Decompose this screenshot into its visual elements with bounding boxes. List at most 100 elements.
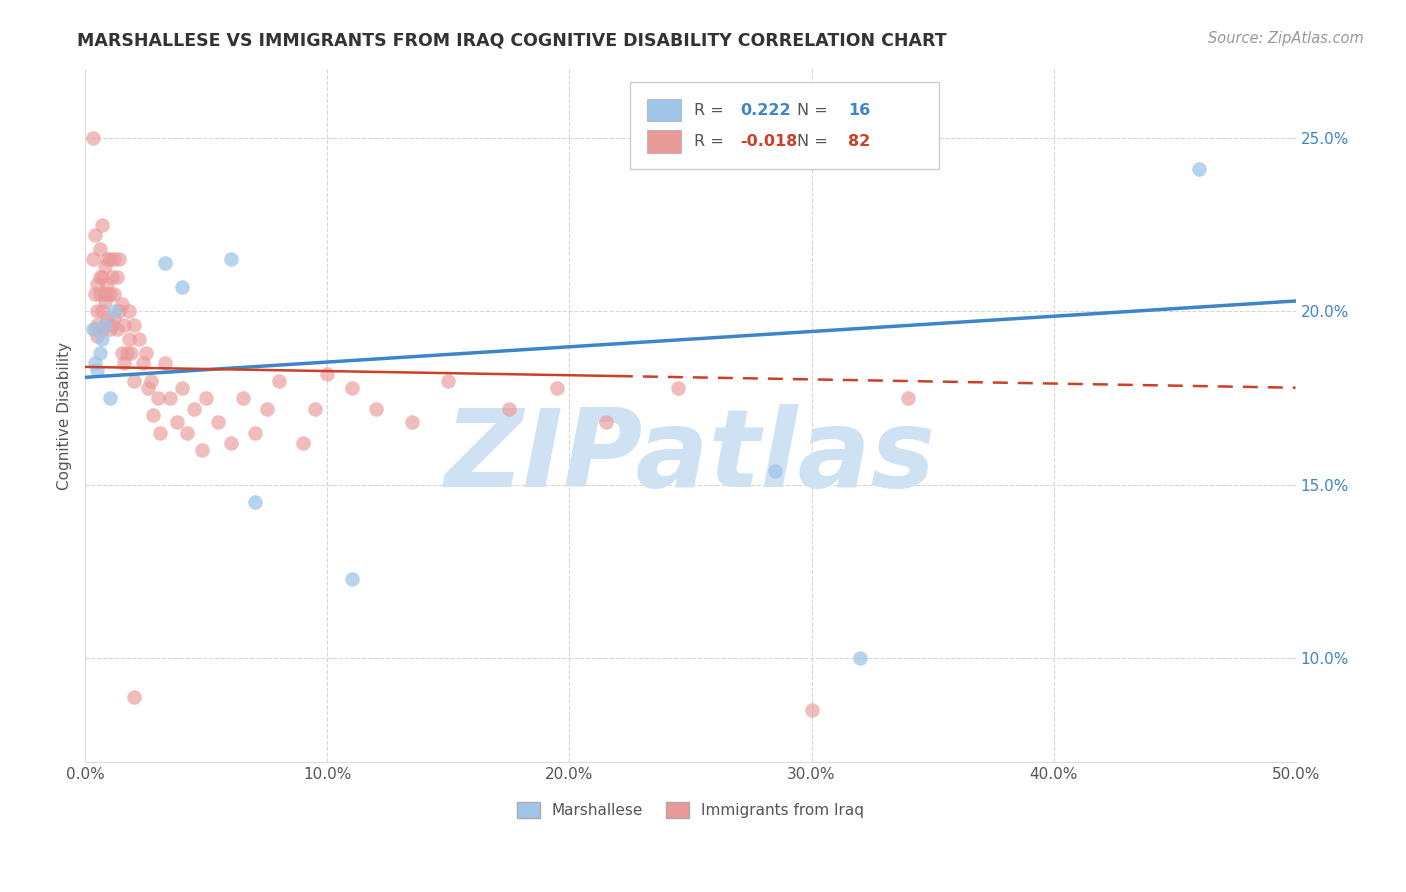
FancyBboxPatch shape: [647, 130, 681, 153]
Point: [96, 287, 118, 301]
Point: [155, 256, 177, 270]
Text: N =: N =: [797, 103, 832, 118]
Point: [207, 416, 229, 430]
Point: [86, 363, 108, 377]
Point: [136, 381, 159, 395]
Point: [98, 322, 121, 336]
Point: [103, 287, 125, 301]
Point: [93, 293, 115, 308]
Point: [82, 252, 104, 267]
Legend: Marshallese, Immigrants from Iraq: Marshallese, Immigrants from Iraq: [510, 796, 870, 824]
Text: 82: 82: [848, 134, 870, 149]
Point: [159, 391, 181, 405]
Point: [118, 304, 141, 318]
Text: R =: R =: [695, 134, 728, 149]
Point: [763, 464, 786, 478]
Point: [800, 703, 823, 717]
Y-axis label: Cognitive Disability: Cognitive Disability: [58, 342, 72, 490]
Point: [93, 318, 115, 333]
Text: 0.222: 0.222: [740, 103, 790, 118]
Point: [498, 401, 520, 416]
Point: [139, 374, 162, 388]
Point: [172, 381, 194, 395]
Point: [267, 374, 290, 388]
Text: 16: 16: [848, 103, 870, 118]
Point: [115, 346, 138, 360]
Point: [86, 328, 108, 343]
Point: [849, 651, 872, 665]
Point: [166, 416, 188, 430]
Point: [666, 381, 689, 395]
Text: MARSHALLESE VS IMMIGRANTS FROM IRAQ COGNITIVE DISABILITY CORRELATION CHART: MARSHALLESE VS IMMIGRANTS FROM IRAQ COGN…: [77, 31, 948, 49]
Point: [108, 252, 131, 267]
Point: [91, 304, 114, 318]
Text: R =: R =: [695, 103, 728, 118]
Point: [91, 322, 114, 336]
Point: [89, 269, 111, 284]
Point: [86, 318, 108, 333]
Point: [96, 252, 118, 267]
Point: [101, 269, 124, 284]
Point: [91, 332, 114, 346]
Point: [122, 374, 145, 388]
Point: [105, 269, 128, 284]
Point: [86, 304, 108, 318]
Point: [84, 356, 107, 370]
Point: [98, 287, 121, 301]
Point: [108, 304, 131, 318]
Point: [132, 356, 155, 370]
Point: [172, 280, 194, 294]
Point: [98, 391, 121, 405]
Point: [546, 381, 568, 395]
Point: [89, 287, 111, 301]
Point: [120, 346, 142, 360]
Text: Source: ZipAtlas.com: Source: ZipAtlas.com: [1208, 31, 1364, 46]
Point: [93, 287, 115, 301]
Point: [122, 318, 145, 333]
Point: [142, 409, 165, 423]
Point: [82, 131, 104, 145]
Point: [98, 252, 121, 267]
Point: [96, 277, 118, 291]
Point: [105, 322, 128, 336]
Point: [89, 346, 111, 360]
Point: [364, 401, 387, 416]
Point: [401, 416, 423, 430]
Point: [112, 356, 135, 370]
Point: [103, 304, 125, 318]
Point: [84, 228, 107, 243]
Point: [304, 401, 326, 416]
FancyBboxPatch shape: [630, 82, 939, 169]
Point: [118, 332, 141, 346]
Point: [243, 495, 266, 509]
Text: N =: N =: [797, 134, 832, 149]
Point: [93, 318, 115, 333]
Point: [82, 322, 104, 336]
Text: -0.018: -0.018: [740, 134, 797, 149]
Point: [437, 374, 460, 388]
Point: [195, 391, 218, 405]
Point: [232, 391, 254, 405]
Point: [96, 311, 118, 326]
Point: [897, 391, 920, 405]
Point: [122, 690, 145, 704]
Point: [340, 572, 363, 586]
Point: [91, 218, 114, 232]
Point: [93, 260, 115, 274]
Point: [86, 277, 108, 291]
Point: [146, 391, 169, 405]
Point: [340, 381, 363, 395]
FancyBboxPatch shape: [647, 99, 681, 121]
Point: [256, 401, 278, 416]
Point: [243, 425, 266, 440]
Point: [111, 297, 134, 311]
Point: [84, 322, 107, 336]
Point: [176, 425, 198, 440]
Point: [112, 318, 135, 333]
Point: [183, 401, 205, 416]
Point: [316, 367, 339, 381]
Point: [111, 346, 134, 360]
Point: [219, 436, 242, 450]
Point: [595, 416, 617, 430]
Point: [91, 269, 114, 284]
